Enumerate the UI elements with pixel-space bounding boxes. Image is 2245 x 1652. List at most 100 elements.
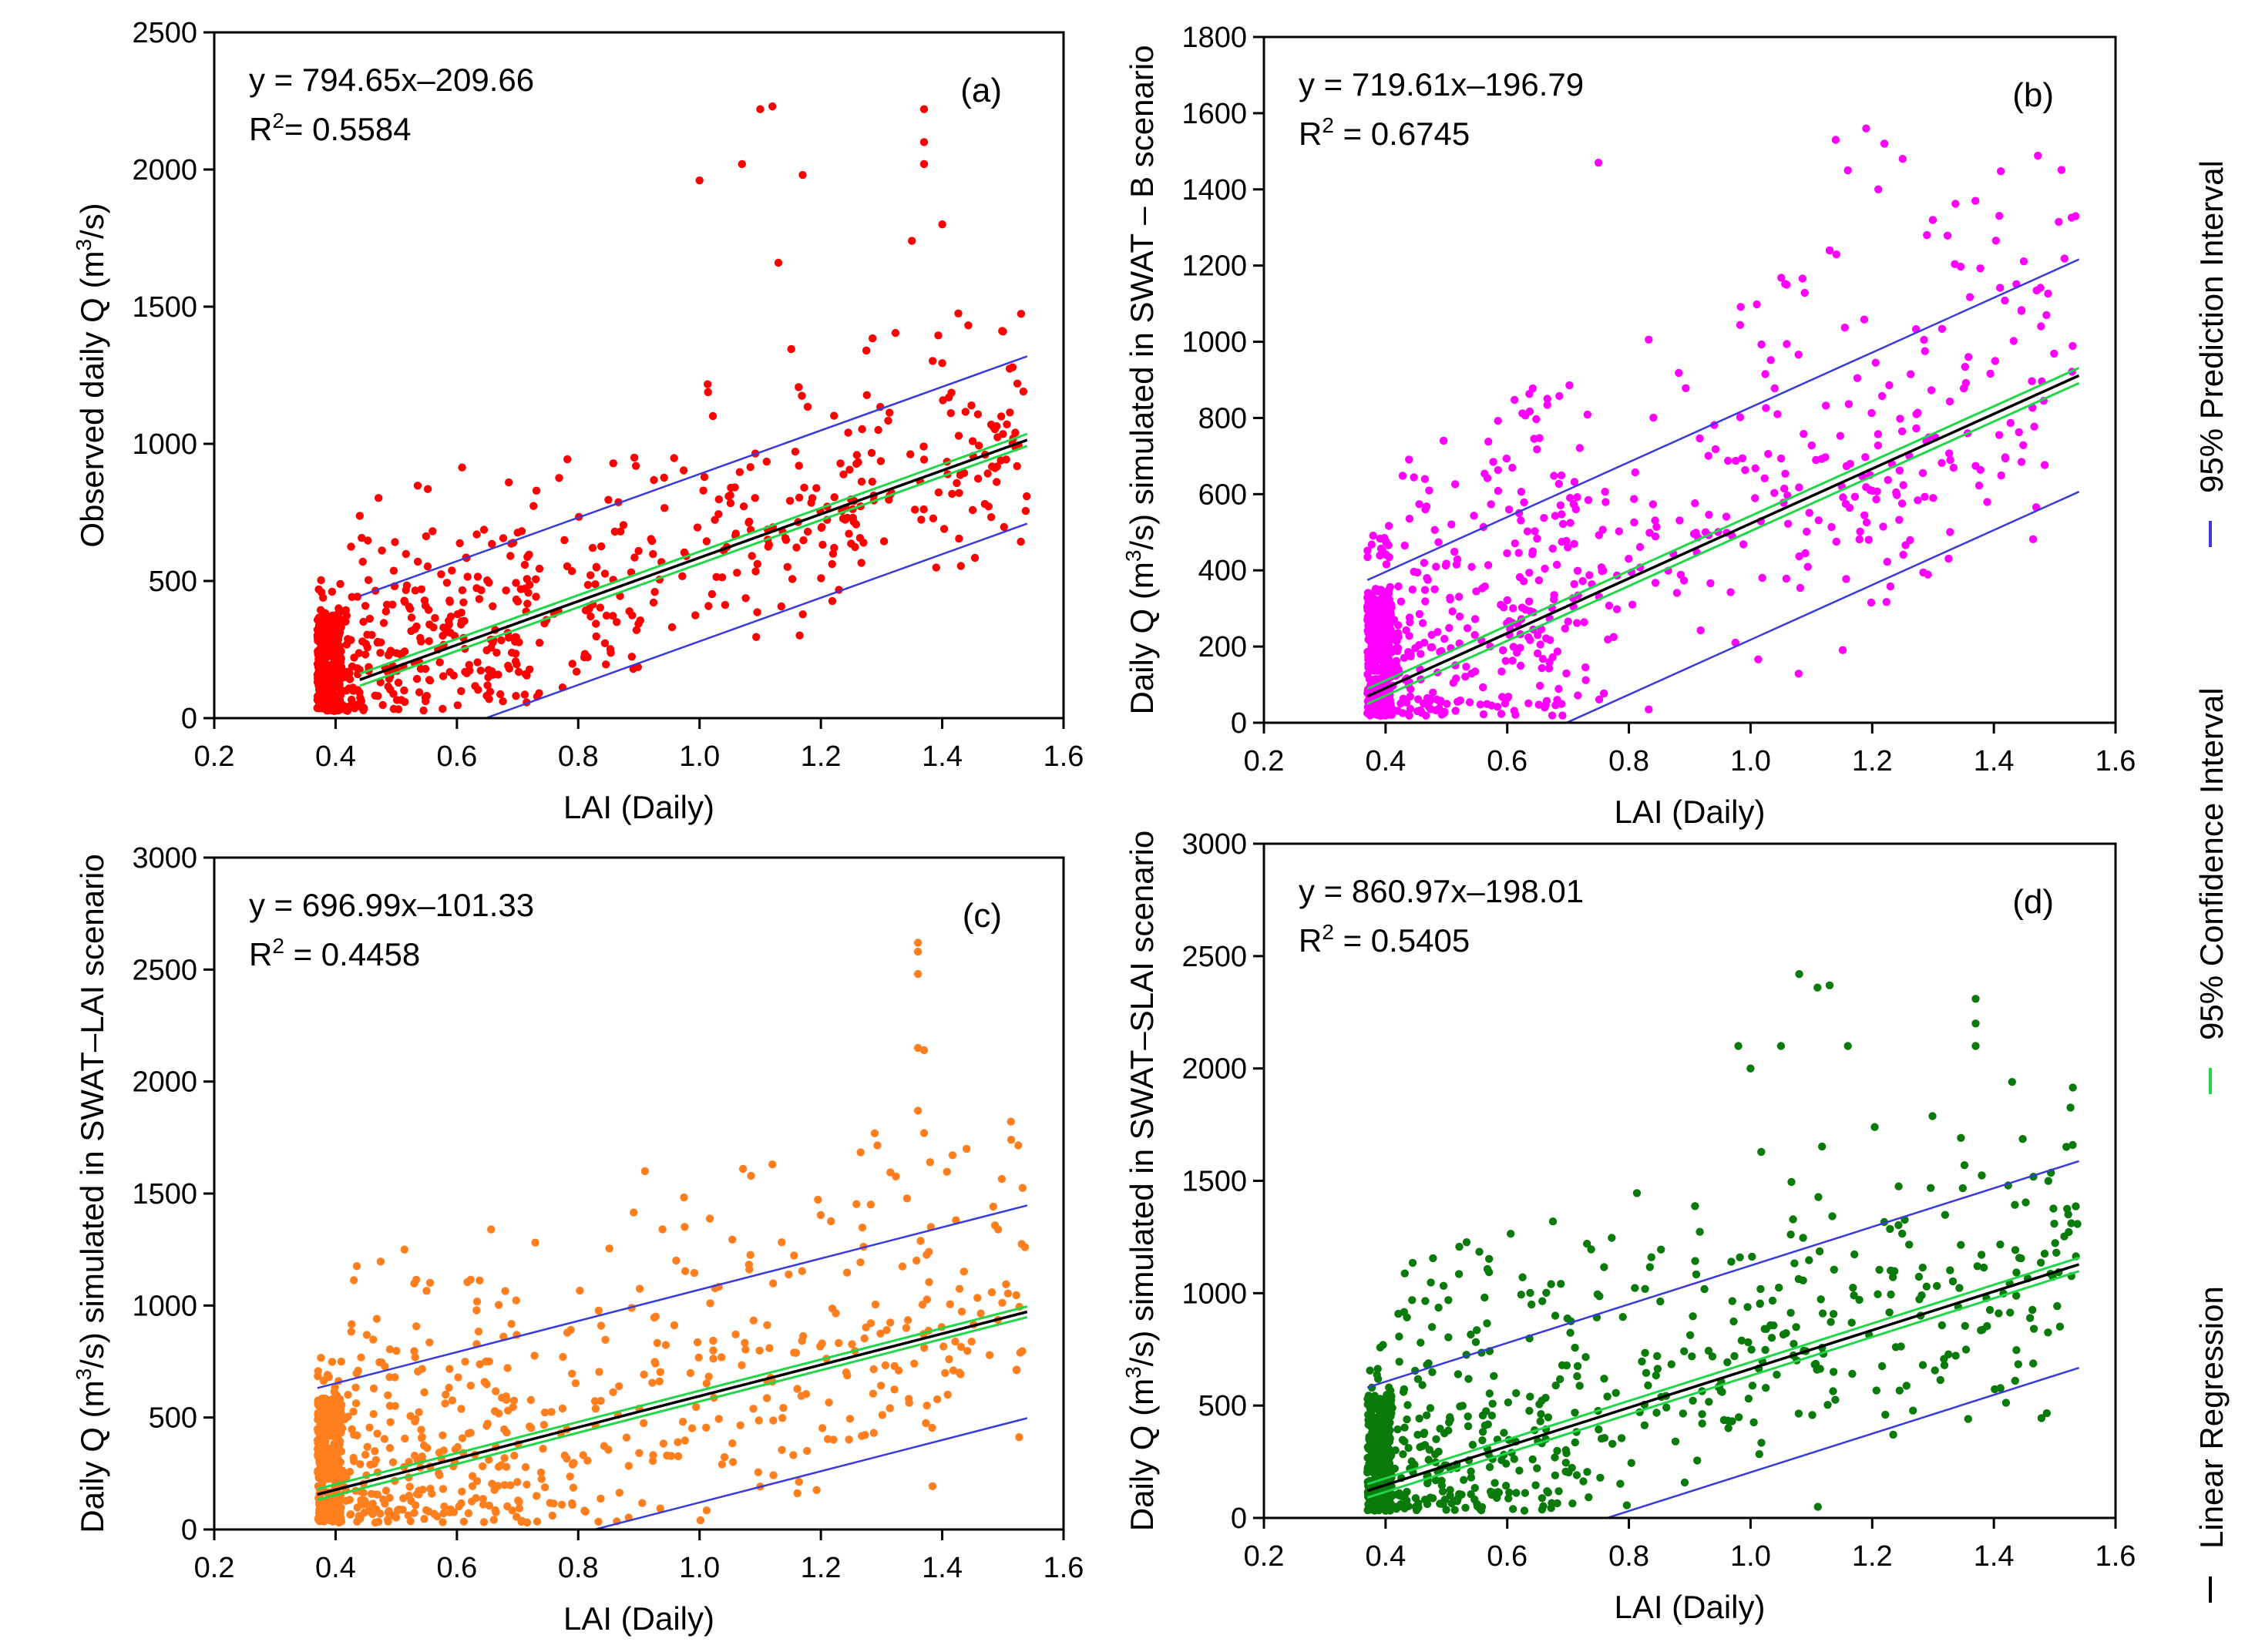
- data-point: [384, 1516, 392, 1524]
- data-point: [964, 321, 973, 330]
- data-point: [933, 1395, 942, 1404]
- data-point: [513, 597, 523, 606]
- data-point: [1417, 1338, 1425, 1347]
- data-point: [812, 1486, 821, 1495]
- data-point: [1500, 1429, 1508, 1437]
- data-point: [769, 1279, 778, 1288]
- data-point: [1410, 567, 1418, 576]
- data-point: [1656, 1297, 1665, 1306]
- data-point: [919, 138, 929, 146]
- data-point: [1783, 519, 1793, 528]
- data-point: [2012, 1346, 2021, 1355]
- data-point: [2051, 1239, 2059, 1247]
- data-point: [1441, 561, 1450, 570]
- data-point: [360, 1508, 368, 1517]
- data-point: [1366, 1366, 1374, 1375]
- data-point: [919, 1129, 929, 1137]
- data-point: [656, 1504, 664, 1513]
- data-point: [344, 684, 353, 693]
- data-point: [696, 1516, 705, 1525]
- data-point: [1937, 458, 1946, 467]
- data-point: [1501, 1482, 1511, 1490]
- data-point: [1499, 603, 1508, 612]
- data-point: [798, 391, 806, 400]
- data-point: [1488, 1399, 1497, 1409]
- data-point: [2025, 1314, 2035, 1322]
- data-point: [1558, 538, 1566, 546]
- data-point: [583, 1456, 592, 1465]
- data-point: [1883, 557, 1891, 566]
- data-point: [753, 559, 761, 569]
- data-point: [1783, 340, 1791, 348]
- data-point: [1587, 1245, 1595, 1254]
- data-point: [1467, 1467, 1475, 1476]
- data-point: [749, 1316, 758, 1325]
- data-point: [651, 1359, 660, 1368]
- data-point: [1957, 1133, 1965, 1143]
- data-point: [319, 668, 328, 677]
- data-point: [341, 668, 349, 677]
- data-point: [358, 557, 367, 566]
- data-point: [785, 496, 795, 505]
- data-point: [1961, 362, 1969, 371]
- data-point: [1548, 544, 1558, 553]
- data-point: [1825, 246, 1834, 255]
- data-point: [458, 1434, 467, 1442]
- data-point: [1957, 1241, 1965, 1249]
- data-point: [1452, 560, 1461, 569]
- data-point: [1406, 692, 1414, 701]
- data-point: [1595, 695, 1604, 703]
- data-point: [1696, 434, 1704, 443]
- data-point: [1364, 1453, 1373, 1462]
- data-point: [947, 388, 956, 397]
- data-point: [1536, 681, 1544, 690]
- data-point: [980, 499, 990, 509]
- data-point: [595, 1368, 603, 1376]
- data-point: [1757, 1147, 1766, 1157]
- data-point: [1985, 1305, 1995, 1315]
- data-point: [1895, 515, 1904, 524]
- data-point: [1825, 981, 1834, 990]
- data-point: [1510, 707, 1519, 715]
- data-point: [1478, 1428, 1487, 1436]
- data-point: [2069, 1083, 2077, 1092]
- data-point: [503, 1364, 512, 1372]
- y-tick-label: 1500: [132, 291, 197, 324]
- data-point: [928, 1482, 937, 1491]
- data-point: [1363, 709, 1372, 717]
- data-point: [609, 459, 617, 468]
- data-point: [597, 542, 606, 551]
- regression-line: [1366, 374, 2080, 698]
- data-point: [891, 328, 900, 337]
- data-point: [567, 567, 576, 576]
- data-point: [1416, 706, 1425, 715]
- data-point: [513, 1478, 522, 1486]
- data-point: [1400, 1437, 1409, 1446]
- data-point: [385, 1444, 395, 1452]
- data-point: [457, 620, 465, 629]
- data-point: [792, 543, 801, 552]
- data-point: [526, 580, 534, 589]
- data-point: [919, 455, 929, 464]
- data-point: [728, 1235, 737, 1244]
- data-point: [1460, 1476, 1468, 1484]
- data-point: [1505, 1488, 1514, 1497]
- data-point: [755, 1346, 764, 1355]
- data-point: [1484, 561, 1493, 569]
- data-point: [1600, 1263, 1608, 1271]
- data-point: [2040, 461, 2049, 469]
- y-axis-title: Daily Q (m3/s) simulated in SWAT–SLAI sc…: [1121, 831, 1160, 1532]
- data-point: [1737, 1336, 1746, 1345]
- data-point: [693, 1338, 702, 1347]
- data-point: [2055, 1322, 2065, 1331]
- data-point: [919, 105, 929, 113]
- data-point: [334, 604, 343, 613]
- y-tick-label: 2000: [132, 1066, 197, 1099]
- data-point: [1378, 546, 1387, 555]
- legend-confidence-label: 95% Confidence Interval: [2193, 687, 2230, 1040]
- data-point: [1424, 1359, 1433, 1368]
- data-point: [1594, 159, 1603, 167]
- data-point: [1405, 515, 1414, 523]
- data-point: [531, 1238, 539, 1247]
- data-point: [411, 586, 419, 595]
